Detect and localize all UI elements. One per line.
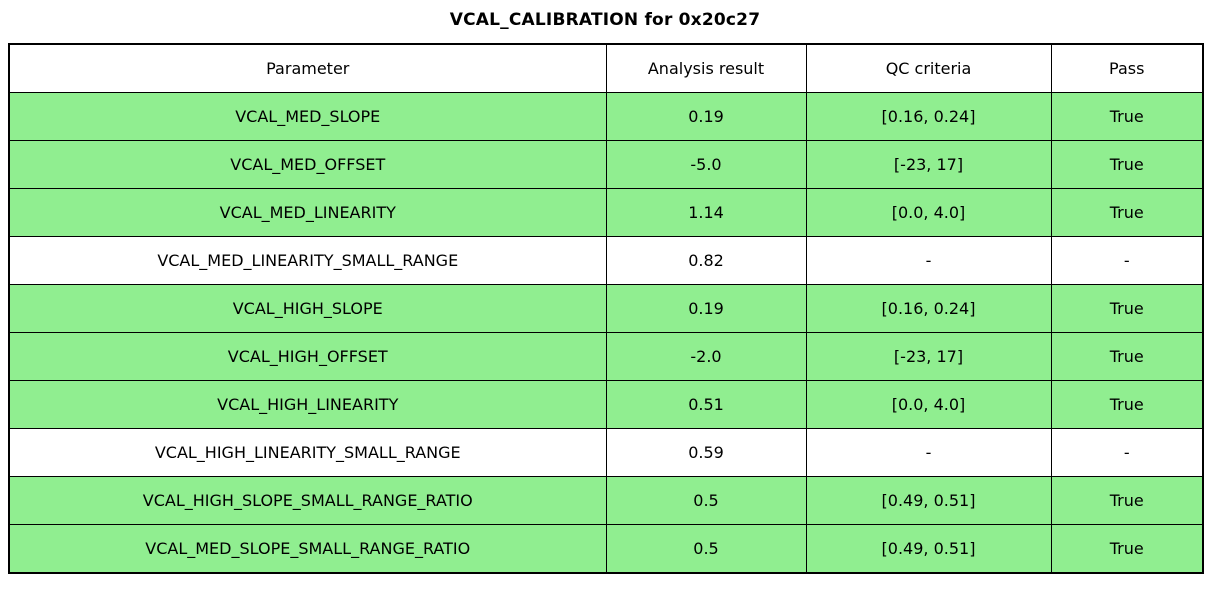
cell-parameter: VCAL_MED_OFFSET — [8, 140, 607, 189]
table-row: VCAL_MED_LINEARITY 1.14 [0.0, 4.0] True — [8, 188, 1204, 237]
table-row: VCAL_HIGH_LINEARITY 0.51 [0.0, 4.0] True — [8, 380, 1204, 429]
table-row: VCAL_MED_SLOPE 0.19 [0.16, 0.24] True — [8, 92, 1204, 141]
cell-qc-criteria: [-23, 17] — [805, 332, 1052, 381]
cell-pass: True — [1050, 524, 1204, 574]
column-header-analysis-result: Analysis result — [605, 43, 807, 93]
cell-pass: True — [1050, 188, 1204, 237]
cell-analysis-result: 0.19 — [605, 92, 807, 141]
cell-qc-criteria: [0.16, 0.24] — [805, 284, 1052, 333]
table-row: VCAL_HIGH_SLOPE 0.19 [0.16, 0.24] True — [8, 284, 1204, 333]
cell-parameter: VCAL_HIGH_LINEARITY_SMALL_RANGE — [8, 428, 607, 477]
table-row: VCAL_HIGH_SLOPE_SMALL_RANGE_RATIO 0.5 [0… — [8, 476, 1204, 525]
table-row: VCAL_HIGH_LINEARITY_SMALL_RANGE 0.59 - - — [8, 428, 1204, 477]
cell-parameter: VCAL_HIGH_SLOPE_SMALL_RANGE_RATIO — [8, 476, 607, 525]
table-header-row: Parameter Analysis result QC criteria Pa… — [8, 43, 1204, 93]
cell-analysis-result: 0.19 — [605, 284, 807, 333]
cell-analysis-result: 1.14 — [605, 188, 807, 237]
cell-qc-criteria: [0.49, 0.51] — [805, 524, 1052, 574]
cell-pass: - — [1050, 236, 1204, 285]
cell-qc-criteria: [0.49, 0.51] — [805, 476, 1052, 525]
cell-analysis-result: -5.0 — [605, 140, 807, 189]
qc-table: Parameter Analysis result QC criteria Pa… — [8, 43, 1204, 574]
column-header-parameter: Parameter — [8, 43, 607, 93]
column-header-pass: Pass — [1050, 43, 1204, 93]
cell-parameter: VCAL_MED_LINEARITY — [8, 188, 607, 237]
cell-parameter: VCAL_MED_SLOPE_SMALL_RANGE_RATIO — [8, 524, 607, 574]
table-row: VCAL_MED_LINEARITY_SMALL_RANGE 0.82 - - — [8, 236, 1204, 285]
cell-pass: True — [1050, 380, 1204, 429]
cell-qc-criteria: [0.0, 4.0] — [805, 188, 1052, 237]
cell-pass: True — [1050, 284, 1204, 333]
table-row: VCAL_MED_OFFSET -5.0 [-23, 17] True — [8, 140, 1204, 189]
cell-parameter: VCAL_HIGH_SLOPE — [8, 284, 607, 333]
column-header-qc-criteria: QC criteria — [805, 43, 1052, 93]
cell-analysis-result: 0.82 — [605, 236, 807, 285]
cell-qc-criteria: [0.0, 4.0] — [805, 380, 1052, 429]
cell-analysis-result: -2.0 — [605, 332, 807, 381]
cell-qc-criteria: [-23, 17] — [805, 140, 1052, 189]
cell-analysis-result: 0.51 — [605, 380, 807, 429]
page-title: VCAL_CALIBRATION for 0x20c27 — [449, 10, 761, 30]
cell-qc-criteria: - — [805, 236, 1052, 285]
table-row: VCAL_MED_SLOPE_SMALL_RANGE_RATIO 0.5 [0.… — [8, 524, 1204, 574]
cell-pass: - — [1050, 428, 1204, 477]
cell-pass: True — [1050, 140, 1204, 189]
cell-pass: True — [1050, 332, 1204, 381]
cell-parameter: VCAL_HIGH_OFFSET — [8, 332, 607, 381]
cell-parameter: VCAL_MED_SLOPE — [8, 92, 607, 141]
cell-analysis-result: 0.5 — [605, 476, 807, 525]
cell-parameter: VCAL_MED_LINEARITY_SMALL_RANGE — [8, 236, 607, 285]
cell-analysis-result: 0.59 — [605, 428, 807, 477]
cell-pass: True — [1050, 92, 1204, 141]
cell-qc-criteria: [0.16, 0.24] — [805, 92, 1052, 141]
cell-pass: True — [1050, 476, 1204, 525]
cell-parameter: VCAL_HIGH_LINEARITY — [8, 380, 607, 429]
cell-analysis-result: 0.5 — [605, 524, 807, 574]
table-row: VCAL_HIGH_OFFSET -2.0 [-23, 17] True — [8, 332, 1204, 381]
cell-qc-criteria: - — [805, 428, 1052, 477]
